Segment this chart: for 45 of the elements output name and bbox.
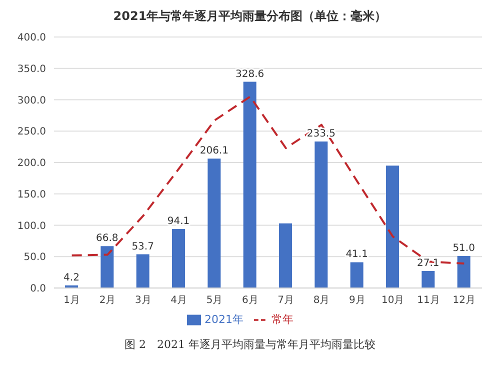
bar: [172, 228, 185, 288]
x-tick-label: 5月: [206, 295, 223, 306]
x-tick-label: 9月: [348, 295, 366, 306]
legend-label: 2021年: [204, 313, 244, 326]
y-tick-label: 150.0: [17, 189, 46, 200]
legend-label: 常年: [272, 313, 294, 326]
data-label: 4.2: [64, 272, 80, 284]
y-tick-label: 0.0: [30, 284, 46, 295]
x-tick-label: 7月: [278, 295, 294, 306]
data-label: 328.6: [236, 68, 264, 80]
bar: [386, 166, 399, 288]
data-label: 51.0: [452, 242, 475, 254]
data-label: 53.7: [132, 241, 154, 252]
y-tick-label: 100.0: [17, 220, 46, 232]
data-label: 66.8: [96, 233, 118, 244]
caption: 图 2 2021 年逐月平均雨量与常年月平均雨量比较: [124, 337, 376, 352]
data-label: 41.1: [346, 249, 368, 260]
x-tick-label: 11月: [417, 295, 440, 306]
bar: [243, 82, 256, 288]
y-tick-label: 350.0: [17, 64, 46, 75]
x-tick-label: 12月: [452, 295, 476, 306]
x-tick-label: 6月: [242, 295, 258, 306]
bar: [100, 246, 114, 288]
x-tick-label: 2月: [99, 295, 116, 306]
bar: [136, 254, 150, 288]
y-tick-label: 250.0: [17, 126, 46, 138]
x-tick-label: 3月: [134, 295, 152, 306]
bar: [279, 223, 292, 288]
x-tick-label: 1月: [64, 295, 80, 306]
y-tick-label: 300.0: [17, 95, 46, 106]
data-label: 94.1: [167, 216, 190, 227]
y-tick-label: 50.0: [24, 252, 46, 264]
y-tick-label: 400.0: [17, 32, 46, 44]
bar: [350, 262, 364, 288]
y-tick-label: 200.0: [17, 158, 46, 170]
x-tick-label: 4月: [170, 295, 188, 306]
x-tick-label: 10月: [381, 295, 404, 306]
bar: [422, 270, 435, 288]
data-label: 206.1: [200, 146, 228, 157]
data-label: 27.1: [417, 258, 440, 269]
chart-title: 2021年与常年逐月平均雨量分布图（单位：毫米）: [112, 8, 388, 25]
x-tick-label: 8月: [313, 295, 330, 306]
bar: [208, 158, 221, 288]
bar: [314, 141, 328, 288]
bar: [457, 256, 470, 288]
